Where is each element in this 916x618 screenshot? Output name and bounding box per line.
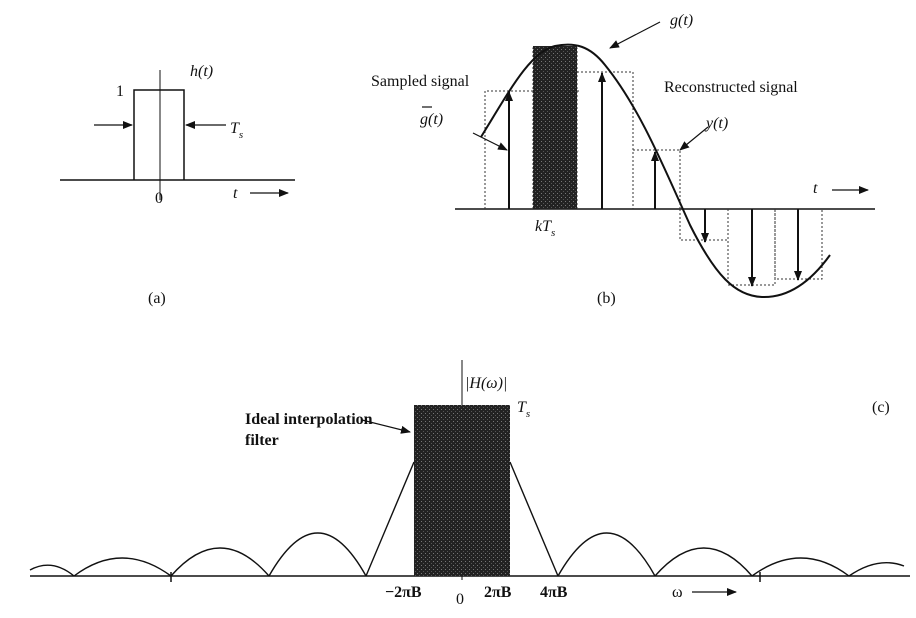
panel-a-t-label: t [233, 185, 238, 202]
gbar-pointer [472, 132, 508, 151]
stair-step-3 [633, 149, 681, 209]
sampled-signal-label: Sampled signal [371, 73, 470, 90]
tick-label-2pib: 2πB [484, 584, 512, 601]
filter-label-line2: filter [245, 432, 279, 449]
main-lobe-right [509, 461, 559, 577]
main-lobe-left [365, 461, 415, 577]
panel-b-t-label: t [813, 180, 818, 197]
lobe-l5 [29, 564, 75, 577]
tick-label-neg-2pib: −2πB [385, 584, 422, 601]
lobe-r3 [654, 547, 753, 577]
lobe-r4 [751, 557, 850, 577]
reconstructed-signal-label: Reconstructed signal [664, 79, 798, 96]
panel-a: 1 h(t) Ts 0 t (a) [60, 63, 295, 307]
panel-c: |H(ω)| Ts Ideal interpolation filter −2π… [29, 360, 910, 608]
pulse-height-label: 1 [116, 83, 124, 100]
lobe-l3 [170, 547, 270, 577]
h-omega-label: |H(ω)| [465, 375, 507, 392]
tick-label-zero: 0 [456, 591, 464, 608]
filter-height-label: Ts [517, 399, 530, 420]
panel-c-caption: (c) [872, 399, 890, 416]
y-label: y(t) [704, 115, 728, 132]
filter-label-line1: Ideal interpolation [245, 411, 373, 428]
stair-step-2b [577, 72, 634, 209]
tick-label-4pib: 4πB [540, 584, 568, 601]
filter-pointer [361, 419, 411, 434]
highlighted-sample-pulse [533, 46, 577, 209]
lobe-r2 [557, 532, 656, 577]
g-pointer [609, 21, 661, 49]
lobe-l4 [73, 557, 172, 577]
lobe-l2 [268, 532, 367, 577]
continuous-signal-g [480, 43, 831, 299]
panel-a-caption: (a) [148, 290, 166, 307]
y-pointer [679, 126, 709, 151]
origin-label: 0 [155, 190, 163, 207]
lobe-r5 [848, 562, 905, 577]
kts-label: kTs [535, 218, 555, 239]
ideal-filter-block [414, 405, 510, 576]
gbar-label: g(t) [420, 111, 443, 128]
panel-b-caption: (b) [597, 290, 616, 307]
omega-label: ω [672, 584, 683, 601]
pulse-width-label: Ts [230, 120, 243, 141]
panel-b: Sampled signal g(t) g(t) Reconstructed s… [371, 12, 875, 307]
h-of-t-label: h(t) [190, 63, 213, 80]
g-label: g(t) [670, 12, 693, 29]
rect-pulse-h [133, 89, 185, 180]
